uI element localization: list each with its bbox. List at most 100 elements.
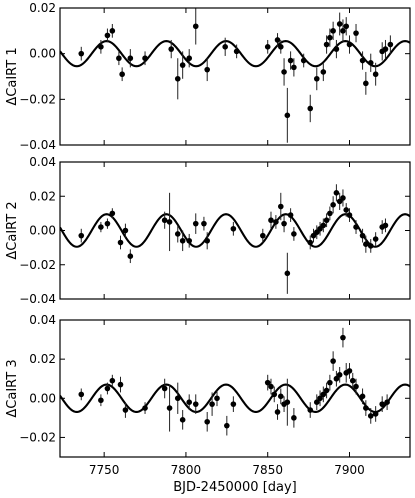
data-point	[104, 385, 111, 392]
data-point	[214, 395, 220, 402]
data-point	[363, 405, 369, 411]
data-point	[313, 75, 320, 82]
data-point	[174, 395, 181, 402]
data-point	[98, 224, 104, 230]
y-tick-label: 0.02	[29, 352, 56, 366]
data-point	[117, 239, 124, 246]
data-point	[353, 30, 359, 36]
data-point	[359, 393, 366, 400]
model-curve	[60, 383, 410, 414]
data-point	[320, 391, 327, 398]
data-point	[372, 236, 379, 242]
data-point	[142, 405, 148, 411]
data-point	[327, 379, 333, 386]
data-point	[346, 41, 353, 48]
data-point	[230, 401, 237, 407]
x-tick-label: 7900	[334, 463, 365, 477]
data-point	[313, 399, 320, 406]
y-tick-label: 0.00	[29, 224, 56, 238]
data-point	[78, 232, 85, 239]
data-point	[204, 66, 210, 73]
chart-panel-2: −0.04 −0.02 0.00 0.02 0.04 ΔCaIRT 2	[5, 155, 411, 306]
data-point	[204, 237, 210, 244]
data-point	[127, 55, 134, 62]
data-point	[127, 253, 134, 259]
data-point	[317, 395, 323, 402]
data-point	[367, 243, 374, 249]
data-point	[363, 80, 369, 87]
data-point	[336, 372, 343, 378]
data-point	[363, 241, 369, 247]
data-point	[116, 55, 122, 62]
data-point	[346, 368, 353, 374]
data-point	[117, 381, 124, 388]
data-point	[268, 217, 274, 224]
y-tick-label: 0.00	[29, 391, 56, 405]
x-tick-label: 7800	[171, 463, 202, 477]
data-point	[186, 237, 193, 244]
data-point	[174, 231, 181, 237]
data-point	[333, 190, 340, 196]
data-point	[323, 217, 330, 224]
data-point	[104, 220, 111, 227]
data-point	[359, 57, 366, 64]
data-point	[323, 387, 330, 394]
y-tick-label: 0.02	[29, 189, 56, 203]
data-point	[274, 37, 281, 43]
data-point	[230, 225, 237, 232]
data-point	[384, 399, 390, 406]
y-tick-label: −0.04	[19, 292, 56, 306]
data-point	[186, 399, 193, 406]
data-point	[142, 55, 148, 62]
y-axis-label: ΔCaIRT 3	[5, 359, 20, 417]
data-point	[284, 112, 291, 119]
data-point	[192, 23, 199, 30]
x-tick-label: 7850	[252, 463, 283, 477]
data-point	[233, 48, 240, 55]
data-point	[166, 405, 173, 411]
data-point	[327, 210, 333, 217]
data-point	[353, 383, 359, 390]
data-point	[349, 377, 356, 384]
data-point	[343, 207, 350, 213]
y-axis-label: ΔCaIRT 1	[5, 47, 20, 105]
data-point	[104, 32, 111, 39]
data-point	[179, 237, 186, 244]
data-point	[307, 407, 314, 413]
data-point	[264, 44, 271, 50]
y-tick-label: 0.02	[29, 1, 56, 15]
data-point	[192, 401, 199, 407]
data-point	[359, 232, 366, 239]
data-point	[168, 46, 175, 52]
data-point	[119, 71, 125, 78]
data-point	[264, 379, 271, 386]
data-point	[281, 220, 287, 227]
data-point	[340, 334, 346, 341]
plot-frame	[59, 319, 411, 458]
data-point	[273, 219, 279, 225]
plot-frame	[59, 7, 411, 146]
data-point	[224, 422, 230, 429]
data-point	[287, 212, 294, 218]
data-point	[204, 418, 210, 425]
data-point	[307, 239, 314, 246]
model-curve	[60, 40, 410, 68]
data-point	[300, 57, 307, 64]
y-tick-label: 0.00	[29, 47, 56, 61]
data-point	[174, 75, 181, 82]
data-point	[291, 64, 297, 71]
data-point	[161, 385, 168, 392]
data-point	[201, 220, 207, 227]
data-point	[98, 397, 104, 404]
data-point	[379, 401, 385, 407]
data-point	[192, 220, 199, 227]
data-point	[287, 57, 294, 64]
data-point	[78, 50, 85, 57]
data-point	[166, 219, 173, 225]
y-tick-label: 0.04	[29, 313, 56, 327]
data-point	[274, 409, 281, 415]
data-point	[209, 401, 215, 407]
data-point	[320, 222, 327, 229]
data-point	[330, 28, 336, 34]
data-point	[277, 203, 284, 210]
